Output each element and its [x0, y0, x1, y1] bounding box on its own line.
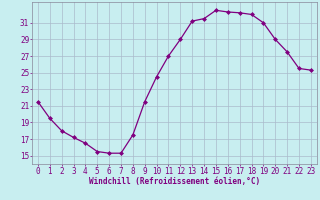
- X-axis label: Windchill (Refroidissement éolien,°C): Windchill (Refroidissement éolien,°C): [89, 177, 260, 186]
